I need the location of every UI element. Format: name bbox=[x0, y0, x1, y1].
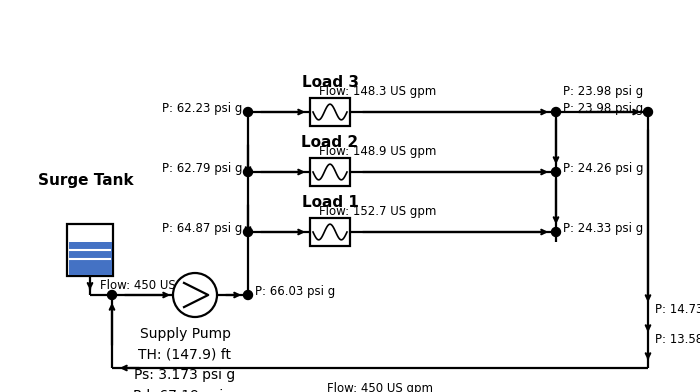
Text: P: 13.58 psi g: P: 13.58 psi g bbox=[655, 334, 700, 347]
Circle shape bbox=[244, 290, 253, 299]
Circle shape bbox=[244, 107, 253, 116]
Bar bbox=[310, 98, 350, 126]
Text: P: 66.03 psi g: P: 66.03 psi g bbox=[255, 285, 335, 298]
Text: Load 2: Load 2 bbox=[302, 135, 358, 150]
Text: P: 23.98 psi g: P: 23.98 psi g bbox=[563, 85, 643, 98]
Text: P: 23.98 psi g: P: 23.98 psi g bbox=[563, 102, 643, 114]
Circle shape bbox=[643, 107, 652, 116]
Circle shape bbox=[173, 273, 217, 317]
Bar bbox=[69, 242, 111, 274]
Text: P: 64.87 psi g: P: 64.87 psi g bbox=[162, 221, 242, 234]
Text: Flow: 450 US gpm: Flow: 450 US gpm bbox=[100, 279, 206, 292]
Circle shape bbox=[244, 227, 253, 236]
Bar bbox=[67, 224, 113, 276]
Text: Flow: 148.9 US gpm: Flow: 148.9 US gpm bbox=[319, 145, 437, 158]
Text: Load 1: Load 1 bbox=[302, 195, 358, 210]
Text: Surge Tank: Surge Tank bbox=[38, 173, 134, 188]
Text: Supply Pump
TH: (147.9) ft
Ps: 3.173 psi g
Pd: 67.19 psi g: Supply Pump TH: (147.9) ft Ps: 3.173 psi… bbox=[133, 327, 237, 392]
Bar bbox=[310, 158, 350, 186]
Text: P: 24.26 psi g: P: 24.26 psi g bbox=[563, 162, 643, 174]
Text: P: 14.73 psi g: P: 14.73 psi g bbox=[655, 303, 700, 316]
Text: Load 3: Load 3 bbox=[302, 75, 358, 90]
Text: P: 62.79 psi g: P: 62.79 psi g bbox=[162, 162, 242, 174]
Circle shape bbox=[244, 167, 253, 176]
Text: Flow: 450 US gpm: Flow: 450 US gpm bbox=[327, 382, 433, 392]
Circle shape bbox=[108, 290, 116, 299]
Text: Flow: 152.7 US gpm: Flow: 152.7 US gpm bbox=[319, 205, 437, 218]
Text: Flow: 148.3 US gpm: Flow: 148.3 US gpm bbox=[319, 85, 437, 98]
Text: P: 62.23 psi g: P: 62.23 psi g bbox=[162, 102, 242, 114]
Circle shape bbox=[552, 107, 561, 116]
Text: P: 24.33 psi g: P: 24.33 psi g bbox=[563, 221, 643, 234]
Circle shape bbox=[552, 227, 561, 236]
Bar bbox=[310, 218, 350, 246]
Circle shape bbox=[552, 167, 561, 176]
